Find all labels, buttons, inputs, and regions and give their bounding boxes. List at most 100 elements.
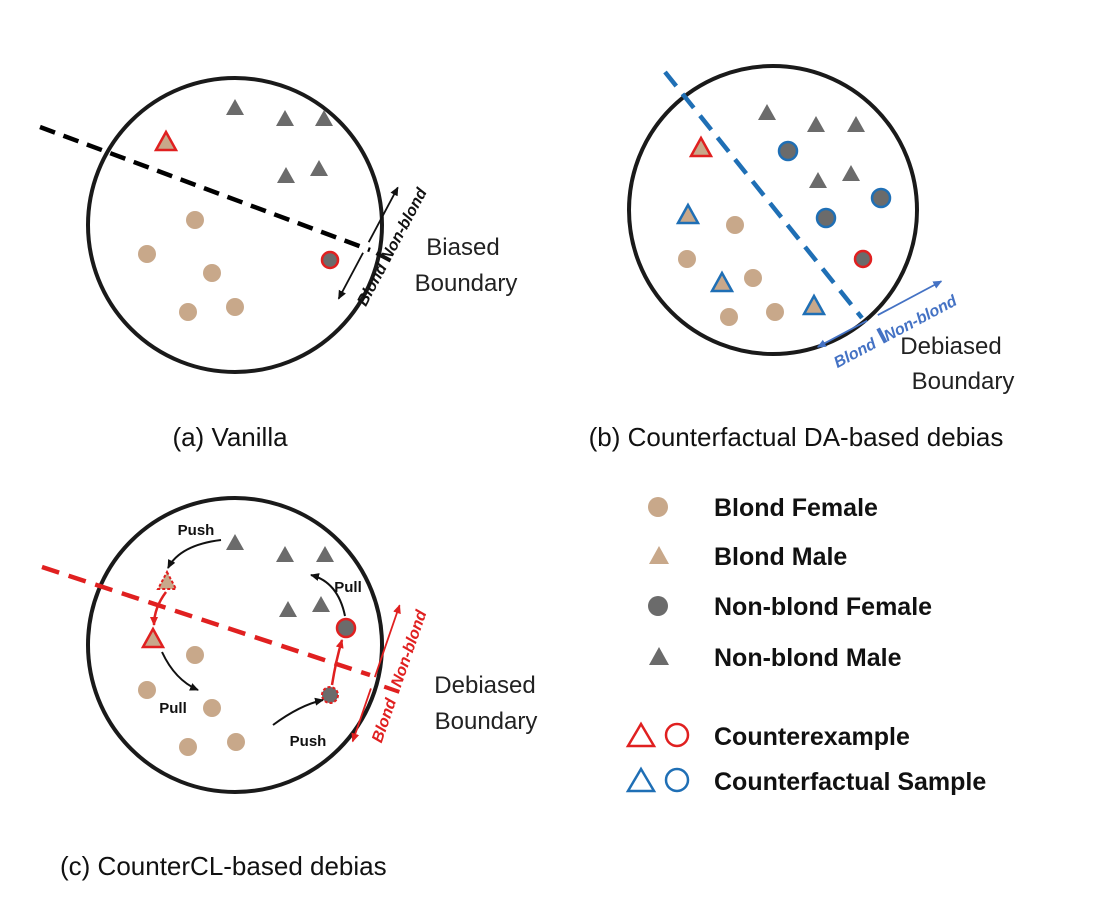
blond-female-points bbox=[138, 211, 244, 321]
nonblond-male-points bbox=[226, 534, 334, 617]
embedding-space-circle bbox=[86, 496, 384, 794]
nonblond-male-point bbox=[842, 165, 860, 181]
nonblond-male-point bbox=[847, 116, 865, 132]
nonblond-male-point bbox=[279, 601, 297, 617]
nonblond-male-point bbox=[276, 546, 294, 562]
counterexample-blond-male bbox=[140, 626, 166, 649]
blond-female-points bbox=[678, 216, 784, 326]
nonblond-male-point bbox=[807, 116, 825, 132]
counterfactual-blond-male bbox=[801, 293, 827, 316]
blond-female-point bbox=[744, 269, 762, 287]
counterfactual-nonblond-female bbox=[815, 207, 837, 229]
counterexample-nonblond-female bbox=[853, 249, 873, 269]
boundary-label: Debiased bbox=[900, 333, 1001, 360]
blond-female-point bbox=[179, 303, 197, 321]
legend-label: Counterfactual Sample bbox=[714, 768, 986, 796]
boundary-label: Boundary bbox=[912, 368, 1015, 395]
counterfactual-triangle-icon bbox=[625, 766, 657, 793]
move-arrow bbox=[330, 639, 344, 686]
nonblond-male-legend-icon bbox=[649, 647, 669, 665]
blond-female-point bbox=[186, 211, 204, 229]
pull-arrow bbox=[161, 651, 199, 691]
debiased-boundary-line bbox=[41, 564, 371, 678]
nonblond-male-point bbox=[315, 110, 333, 126]
blond-male-legend-icon bbox=[649, 546, 669, 564]
legend-label: Blond Female bbox=[714, 494, 878, 522]
boundary-label: Biased bbox=[426, 234, 499, 261]
counterfactual-blond-male bbox=[675, 202, 701, 225]
panel-caption: (c) CounterCL-based debias bbox=[60, 851, 387, 881]
push-arrow bbox=[167, 539, 222, 569]
counterexample-blond-male bbox=[153, 129, 179, 152]
panel-c: Push Pull Push Pull Blond Non-blond Debi… bbox=[41, 496, 538, 881]
side-label-blond: Blond bbox=[369, 695, 400, 745]
nonblond-male-points bbox=[758, 104, 865, 188]
nonblond-male-point bbox=[758, 104, 776, 120]
original-nonblond-female-position bbox=[321, 686, 339, 704]
original-blond-male-position bbox=[156, 569, 178, 590]
counterexample-triangle-icon bbox=[625, 721, 657, 748]
blond-female-point bbox=[138, 681, 156, 699]
legend-label: Counterexample bbox=[714, 723, 910, 751]
blond-female-point bbox=[179, 738, 197, 756]
nonblond-male-point bbox=[276, 110, 294, 126]
legend-label: Non-blond Male bbox=[714, 644, 902, 672]
panel-a: Blond Non-blond Biased Boundary (a) Vani… bbox=[39, 76, 518, 452]
legend: Blond Female Blond Male Non-blond Female… bbox=[625, 494, 986, 796]
counterexample-nonblond-female bbox=[335, 617, 357, 639]
counterfactual-blond-male bbox=[709, 270, 735, 293]
nonblond-male-point bbox=[316, 546, 334, 562]
blond-female-point bbox=[227, 733, 245, 751]
blond-female-point bbox=[203, 264, 221, 282]
nonblond-male-points bbox=[226, 99, 333, 183]
push-label: Push bbox=[178, 522, 215, 539]
nonblond-male-point bbox=[312, 596, 330, 612]
embedding-space-circle bbox=[627, 64, 919, 356]
push-arrow bbox=[272, 697, 324, 726]
counterfactual-nonblond-female bbox=[870, 187, 892, 209]
legend-label: Non-blond Female bbox=[714, 593, 932, 621]
blond-female-points bbox=[138, 646, 245, 756]
pull-label: Pull bbox=[159, 700, 187, 717]
blond-female-point bbox=[203, 699, 221, 717]
side-label-blond: Blond bbox=[354, 260, 391, 309]
blond-female-point bbox=[186, 646, 204, 664]
nonblond-female-legend-icon bbox=[648, 596, 668, 616]
counterfactual-nonblond-female bbox=[777, 140, 799, 162]
side-indicator: Blond Non-blond bbox=[351, 604, 431, 745]
legend-label: Blond Male bbox=[714, 543, 847, 571]
boundary-label: Boundary bbox=[415, 270, 518, 297]
counterexample-circle-icon bbox=[664, 722, 690, 748]
nonblond-male-point bbox=[310, 160, 328, 176]
blond-female-legend-icon bbox=[648, 497, 668, 517]
blond-female-point bbox=[720, 308, 738, 326]
counterexample-blond-male bbox=[688, 135, 714, 158]
counterfactual-circle-icon bbox=[664, 767, 690, 793]
counterfactual-points bbox=[675, 140, 892, 316]
nonblond-male-point bbox=[277, 167, 295, 183]
pull-arrow bbox=[310, 573, 346, 617]
blond-female-point bbox=[138, 245, 156, 263]
move-arrow bbox=[150, 591, 168, 626]
panel-caption: (b) Counterfactual DA-based debias bbox=[589, 422, 1004, 452]
pull-label: Pull bbox=[334, 579, 362, 596]
biased-boundary-line bbox=[39, 124, 371, 253]
push-label: Push bbox=[290, 733, 327, 750]
counterexample-nonblond-female bbox=[320, 250, 340, 270]
nonblond-male-point bbox=[226, 99, 244, 115]
blond-female-point bbox=[226, 298, 244, 316]
boundary-label: Boundary bbox=[435, 708, 538, 735]
nonblond-male-point bbox=[809, 172, 827, 188]
side-label-blond: Blond bbox=[831, 335, 880, 372]
panel-b: Blond Non-blond Debiased Boundary (b) Co… bbox=[589, 64, 1015, 452]
boundary-label: Debiased bbox=[434, 672, 535, 699]
blond-female-point bbox=[726, 216, 744, 234]
blond-female-point bbox=[678, 250, 696, 268]
embedding-space-circle bbox=[86, 76, 384, 374]
panel-caption: (a) Vanilla bbox=[172, 422, 288, 452]
side-label-nonblond: Non-blond bbox=[378, 185, 431, 265]
blond-female-point bbox=[766, 303, 784, 321]
nonblond-male-point bbox=[226, 534, 244, 550]
debiased-boundary-line bbox=[663, 70, 864, 320]
